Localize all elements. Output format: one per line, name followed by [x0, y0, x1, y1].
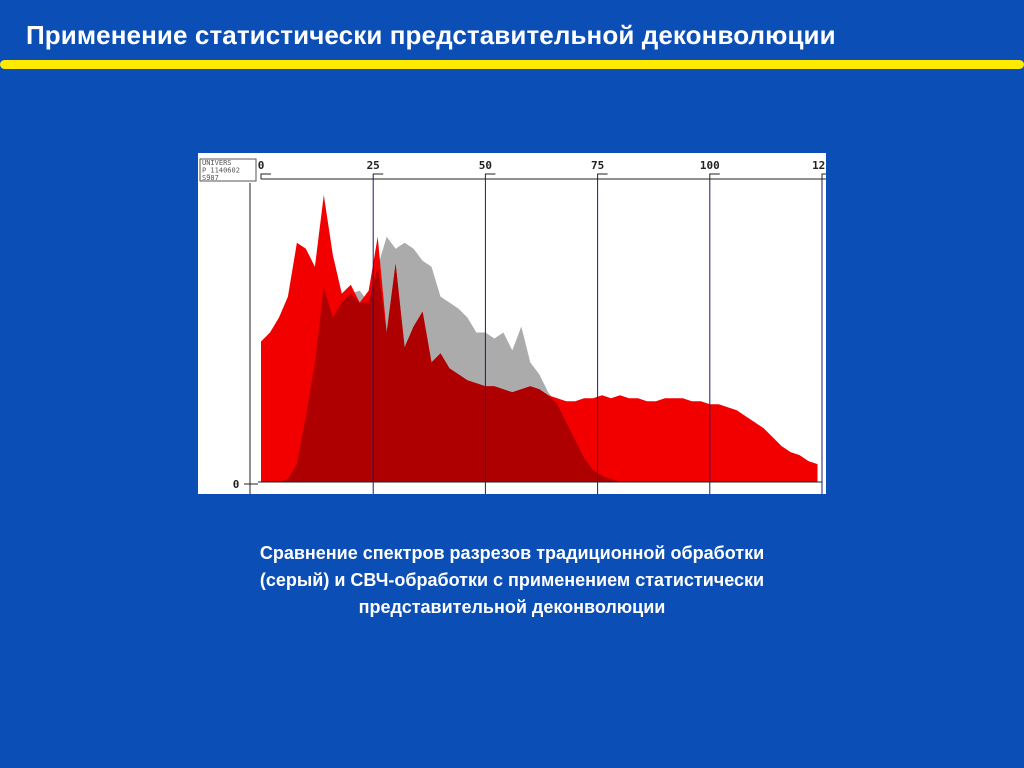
x-tick-label: 25 [367, 159, 380, 172]
caption-line-3: представительной деконволюции [358, 597, 666, 617]
tick-bracket [372, 173, 384, 179]
label-box-line: UNIVERS [202, 159, 232, 167]
x-tick-label: 125 [812, 159, 826, 172]
x-tick-label: 75 [591, 159, 604, 172]
chart-caption: Сравнение спектров разрезов традиционной… [170, 540, 854, 621]
caption-line-2: (серый) и СВЧ-обработки с применением ст… [259, 570, 765, 590]
tick-bracket [260, 173, 271, 179]
title-underline [0, 60, 1024, 69]
label-box-line: P_1140602 [202, 166, 240, 174]
x-tick-label: 0 [258, 159, 265, 172]
y-tick-label: 0 [233, 478, 240, 491]
x-tick-label: 100 [700, 159, 720, 172]
tick-bracket [484, 173, 496, 179]
series-overlap-area [261, 263, 818, 482]
slide-title: Применение статистически представительно… [26, 20, 836, 50]
tick-bracket [821, 173, 826, 179]
tick-bracket [709, 173, 720, 179]
caption-line-1: Сравнение спектров разрезов традиционной… [259, 543, 765, 563]
x-tick-label: 50 [479, 159, 492, 172]
label-box-line: S987 [202, 174, 219, 182]
tick-bracket [597, 173, 608, 179]
label-box [199, 158, 257, 182]
